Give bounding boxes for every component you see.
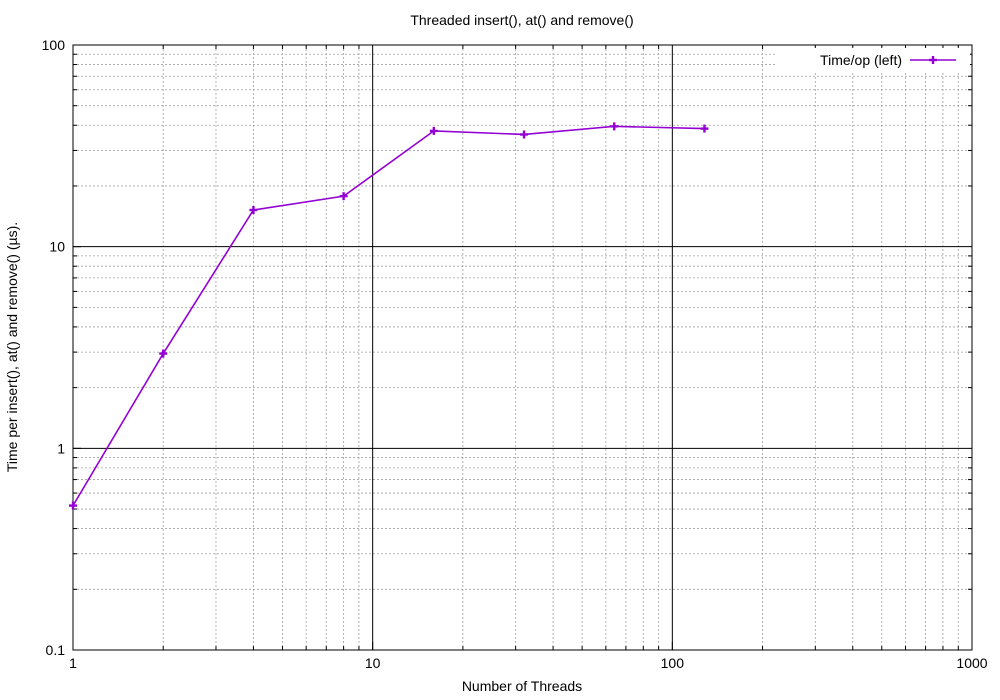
legend: Time/op (left) (775, 48, 970, 72)
data-point (520, 130, 529, 139)
x-axis-label: Number of Threads (462, 678, 582, 694)
data-point (610, 122, 619, 131)
data-point (249, 205, 258, 214)
data-point (69, 501, 77, 510)
data-point (429, 126, 438, 135)
y-tick-labels: 0.1 1 10 100 (42, 37, 66, 658)
x-tick-labels: 1 10 100 1000 (69, 655, 988, 671)
data-point (700, 124, 709, 133)
legend-marker (929, 56, 937, 64)
y-tick-label: 100 (42, 37, 66, 53)
chart-title: Threaded insert(), at() and remove() (410, 12, 633, 28)
axis-ticks (72, 44, 973, 651)
y-tick-label: 1 (57, 440, 65, 456)
minor-grid (73, 45, 972, 650)
series-line (72, 125, 705, 507)
x-tick-label: 10 (365, 655, 381, 671)
legend-label: Time/op (left) (820, 52, 902, 68)
plot-frame (72, 44, 973, 651)
series-layer (69, 122, 709, 510)
data-point (159, 349, 168, 358)
data-point (339, 192, 348, 201)
major-grid (73, 45, 972, 650)
x-tick-label: 1000 (956, 655, 987, 671)
y-tick-label: 10 (49, 239, 65, 255)
x-tick-label: 100 (661, 655, 685, 671)
y-axis-label: Time per insert(), at() and remove() (µs… (4, 222, 20, 472)
y-tick-label: 0.1 (46, 642, 66, 658)
x-tick-label: 1 (69, 655, 77, 671)
